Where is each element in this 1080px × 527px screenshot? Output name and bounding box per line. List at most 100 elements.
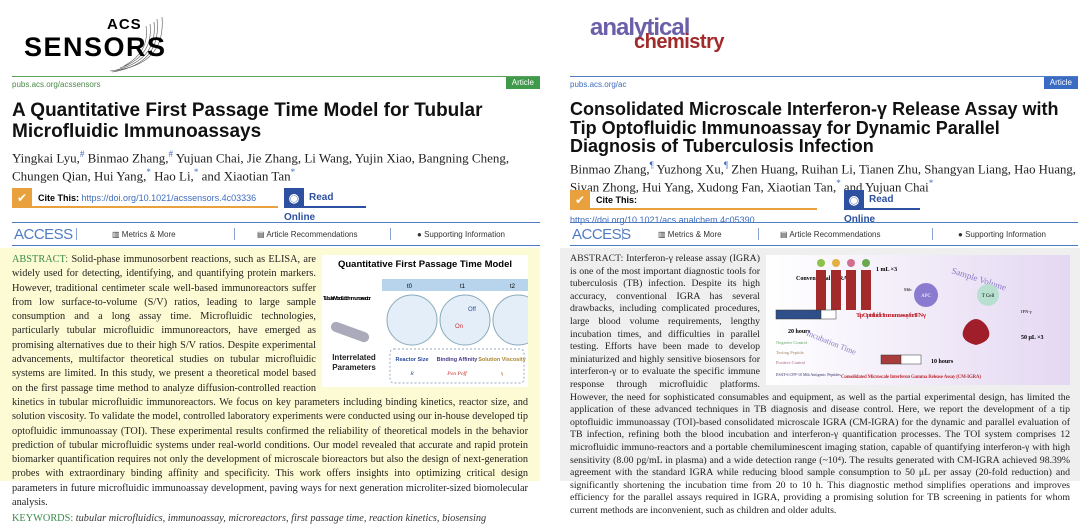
- abstract-label: ABSTRACT:: [570, 253, 624, 264]
- supporting-info-link[interactable]: ● Supporting Information: [417, 230, 505, 239]
- bar-chart-icon: ▥: [112, 230, 122, 239]
- divider: [622, 228, 623, 240]
- read-online-button[interactable]: ◉ Read Online: [844, 190, 920, 225]
- recommendations-link[interactable]: ▤ Article Recommendations: [780, 230, 881, 239]
- abstract-figure-drawing: Quantitative First Passage Time Model t0…: [322, 255, 528, 387]
- logo-chemistry-text: chemistry: [634, 31, 725, 53]
- access-label: ACCESS: [572, 226, 631, 243]
- si-icon: ●: [958, 230, 966, 239]
- globe-icon: ◉: [284, 188, 304, 208]
- logo-acs-text: ACS: [107, 16, 142, 33]
- on-label: On: [455, 324, 463, 330]
- doi-link[interactable]: https://doi.org/10.1021/acssensors.4c033…: [81, 193, 257, 203]
- 50ul-label: 50 μL ×3: [1021, 335, 1044, 341]
- article-badge: Article: [1043, 77, 1078, 89]
- check-icon: ✔: [570, 190, 590, 210]
- logo-analytical-text: analytical: [590, 14, 690, 41]
- journal-url[interactable]: pubs.acs.org/ac: [570, 80, 627, 89]
- metrics-link[interactable]: ▥ Metrics & More: [658, 230, 722, 239]
- cite-label: Cite This:: [596, 195, 638, 205]
- author-mark: *: [193, 167, 199, 178]
- author-name[interactable]: Yujuan Chai, Jie Zhang, Li Wang, Yujin X…: [12, 150, 510, 184]
- binding-affinity-label: Binding Affinity: [437, 357, 479, 363]
- acs-sensors-logo: ACS SENSORS: [12, 14, 172, 73]
- 20h-label: 20 hours: [788, 329, 811, 335]
- bar-chart-icon: ▥: [658, 230, 668, 239]
- t0-label: t0: [407, 284, 413, 290]
- author-name[interactable]: Yuzhong Xu,: [653, 162, 724, 177]
- apc-cell: [914, 283, 938, 307]
- viscosity-label: Solution Viscosity: [478, 357, 527, 363]
- author-name[interactable]: Binmao Zhang,: [84, 150, 169, 166]
- analytical-chemistry-logo: analytical chemistry: [590, 14, 750, 54]
- check-icon: ✔: [12, 188, 32, 208]
- blood-drop-icon: [962, 319, 990, 345]
- parameters-box: [389, 348, 525, 384]
- recommendations-label: Article Recommendations: [789, 230, 881, 239]
- author-mark: *: [836, 178, 841, 189]
- blood-tubes: [816, 259, 871, 310]
- figure-title: Quantitative First Passage Time Model: [338, 259, 512, 270]
- abstract-text: Solid-phase immunosorbent reactions, suc…: [12, 254, 528, 509]
- eta-symbol: η: [501, 371, 504, 377]
- author-name[interactable]: Binmao Zhang,: [570, 162, 650, 177]
- author-name[interactable]: and Yujuan Chai: [840, 180, 929, 195]
- 10h-label: 10 hours: [931, 359, 954, 365]
- author-mark: *: [290, 167, 296, 178]
- 20h-progress: [775, 309, 822, 320]
- reactor-circle-t2: [492, 294, 528, 346]
- recommendations-link[interactable]: ▤ Article Recommendations: [257, 230, 358, 239]
- read-online-label: Read Online: [844, 194, 894, 225]
- reactor-circle-t1: [439, 294, 491, 346]
- p-symbols: Pon Poff: [446, 370, 468, 377]
- journal-url[interactable]: pubs.acs.org/acssensors: [12, 80, 101, 89]
- author-mark: ¶: [649, 160, 654, 170]
- access-label: ACCESS: [14, 226, 73, 243]
- supporting-label: Supporting Information: [424, 230, 505, 239]
- divider: [932, 228, 933, 240]
- 1ml-label: 1 mL ×3: [876, 267, 897, 273]
- tcell-label: T Cell: [982, 294, 995, 299]
- author-mark: #: [79, 149, 85, 159]
- tube-illustration: [330, 321, 370, 343]
- figure-bg: [766, 255, 1070, 385]
- r-symbol: R: [409, 371, 414, 377]
- supporting-label: Supporting Information: [965, 230, 1046, 239]
- t2-label: t2: [510, 284, 516, 290]
- keywords: KEYWORDS: tubular microfluidics, immunoa…: [12, 512, 528, 526]
- divider: [234, 228, 235, 240]
- cite-label: Cite This:: [38, 193, 80, 203]
- journal-url-bar: pubs.acs.org/acssensors Article: [12, 76, 540, 90]
- author-name[interactable]: Yingkai Lyu,: [12, 150, 80, 166]
- author-name[interactable]: Hao Li,: [150, 168, 194, 184]
- document-icon: ▤: [780, 230, 790, 239]
- doi-link[interactable]: https://doi.org/10.1021/acs.analchem.4c0…: [570, 215, 755, 225]
- cm-igra-label: Consolidated Microscale Interferon Gamma…: [841, 375, 981, 380]
- reactor-label: Tubular Microfluidic Immuno-reactor: [323, 296, 372, 302]
- cite-this: ✔ Cite This: https://doi.org/10.1021/acss…: [12, 188, 278, 208]
- author-name[interactable]: and Xiaotian Tan: [198, 168, 291, 184]
- author-mark: #: [168, 149, 174, 159]
- read-online-label: Read Online: [284, 192, 334, 223]
- metrics-link[interactable]: ▥ Metrics & More: [112, 230, 176, 239]
- author-mark: ¶: [723, 160, 729, 170]
- recommendations-label: Article Recommendations: [266, 230, 358, 239]
- author-name[interactable]: Zhen Huang, Ruihan Li, Tianen Zhu, Shang…: [570, 162, 1076, 195]
- negative-control-label: Negative Control: [776, 340, 808, 345]
- metrics-label: Metrics & More: [667, 230, 722, 239]
- read-online-button[interactable]: ◉ Read Online: [284, 188, 366, 223]
- article-title: Consolidated Microscale Interferon-γ Rel…: [570, 99, 1059, 156]
- divider: [76, 228, 77, 240]
- analytical-chemistry-article: analytical chemistry pubs.acs.org/ac Art…: [560, 0, 1080, 516]
- params-label: Interrelated Parameters: [332, 353, 376, 372]
- timeline-bar: [382, 279, 528, 291]
- author-mark: *: [928, 178, 934, 189]
- article-title: A Quantitative First Passage Time Model …: [12, 100, 483, 142]
- logo-sensors-text: SENSORS: [24, 32, 167, 62]
- abstract-section: Conventional IGRA 1 mL ×3 20 hours Sampl…: [560, 248, 1080, 516]
- reactor-circle-t0: [386, 294, 438, 346]
- author-mark: *: [146, 167, 151, 178]
- document-icon: ▤: [257, 230, 267, 239]
- acs-sensors-article: ACS SENSORS pubs.acs.org/acssensors Arti…: [0, 0, 540, 524]
- supporting-info-link[interactable]: ● Supporting Information: [958, 230, 1046, 239]
